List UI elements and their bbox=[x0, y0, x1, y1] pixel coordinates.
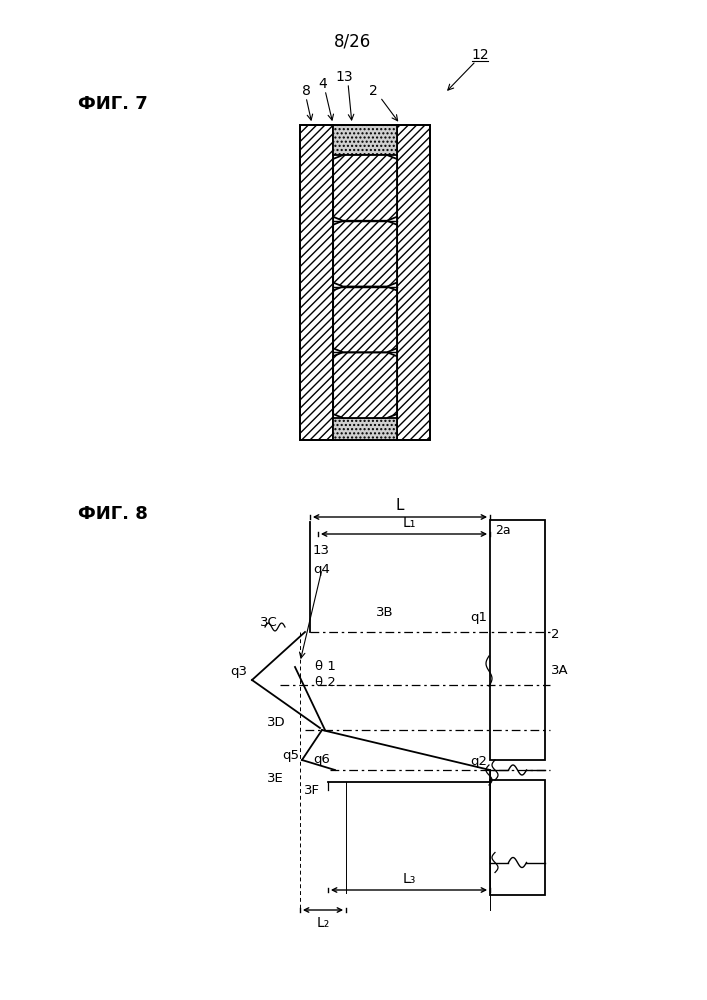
Text: L: L bbox=[396, 498, 404, 513]
Polygon shape bbox=[333, 155, 397, 221]
Text: 3E: 3E bbox=[267, 772, 284, 784]
Text: q4: q4 bbox=[313, 564, 330, 576]
Text: q1: q1 bbox=[470, 610, 487, 624]
Text: θ 2: θ 2 bbox=[315, 676, 336, 688]
Polygon shape bbox=[333, 221, 397, 286]
Text: 13: 13 bbox=[313, 544, 330, 556]
Text: 3A: 3A bbox=[551, 664, 568, 676]
Text: 2: 2 bbox=[551, 629, 559, 642]
Text: 2a: 2a bbox=[495, 524, 510, 536]
Text: 4: 4 bbox=[319, 77, 327, 91]
Text: 8/26: 8/26 bbox=[334, 32, 372, 50]
Text: 13: 13 bbox=[335, 70, 353, 84]
Text: ФИГ. 7: ФИГ. 7 bbox=[78, 95, 148, 113]
Polygon shape bbox=[333, 125, 397, 155]
Text: 3C: 3C bbox=[260, 615, 278, 629]
Text: q3: q3 bbox=[230, 666, 247, 678]
Text: 12: 12 bbox=[471, 48, 489, 62]
Text: L₁: L₁ bbox=[402, 516, 416, 530]
Text: 8: 8 bbox=[302, 84, 310, 98]
Polygon shape bbox=[333, 418, 397, 440]
Text: 2: 2 bbox=[368, 84, 378, 98]
Text: θ 1: θ 1 bbox=[315, 660, 336, 674]
Polygon shape bbox=[397, 125, 430, 440]
Text: q5: q5 bbox=[282, 750, 299, 762]
Polygon shape bbox=[300, 125, 333, 440]
Polygon shape bbox=[333, 352, 397, 418]
Polygon shape bbox=[333, 286, 397, 352]
Text: q6: q6 bbox=[313, 754, 330, 766]
Text: 3D: 3D bbox=[267, 716, 286, 728]
Text: ФИГ. 8: ФИГ. 8 bbox=[78, 505, 148, 523]
Text: 3B: 3B bbox=[376, 605, 394, 618]
Text: L₃: L₃ bbox=[402, 872, 416, 886]
Text: q2: q2 bbox=[470, 756, 487, 768]
Text: 3F: 3F bbox=[304, 784, 320, 796]
Text: L₂: L₂ bbox=[316, 916, 329, 930]
